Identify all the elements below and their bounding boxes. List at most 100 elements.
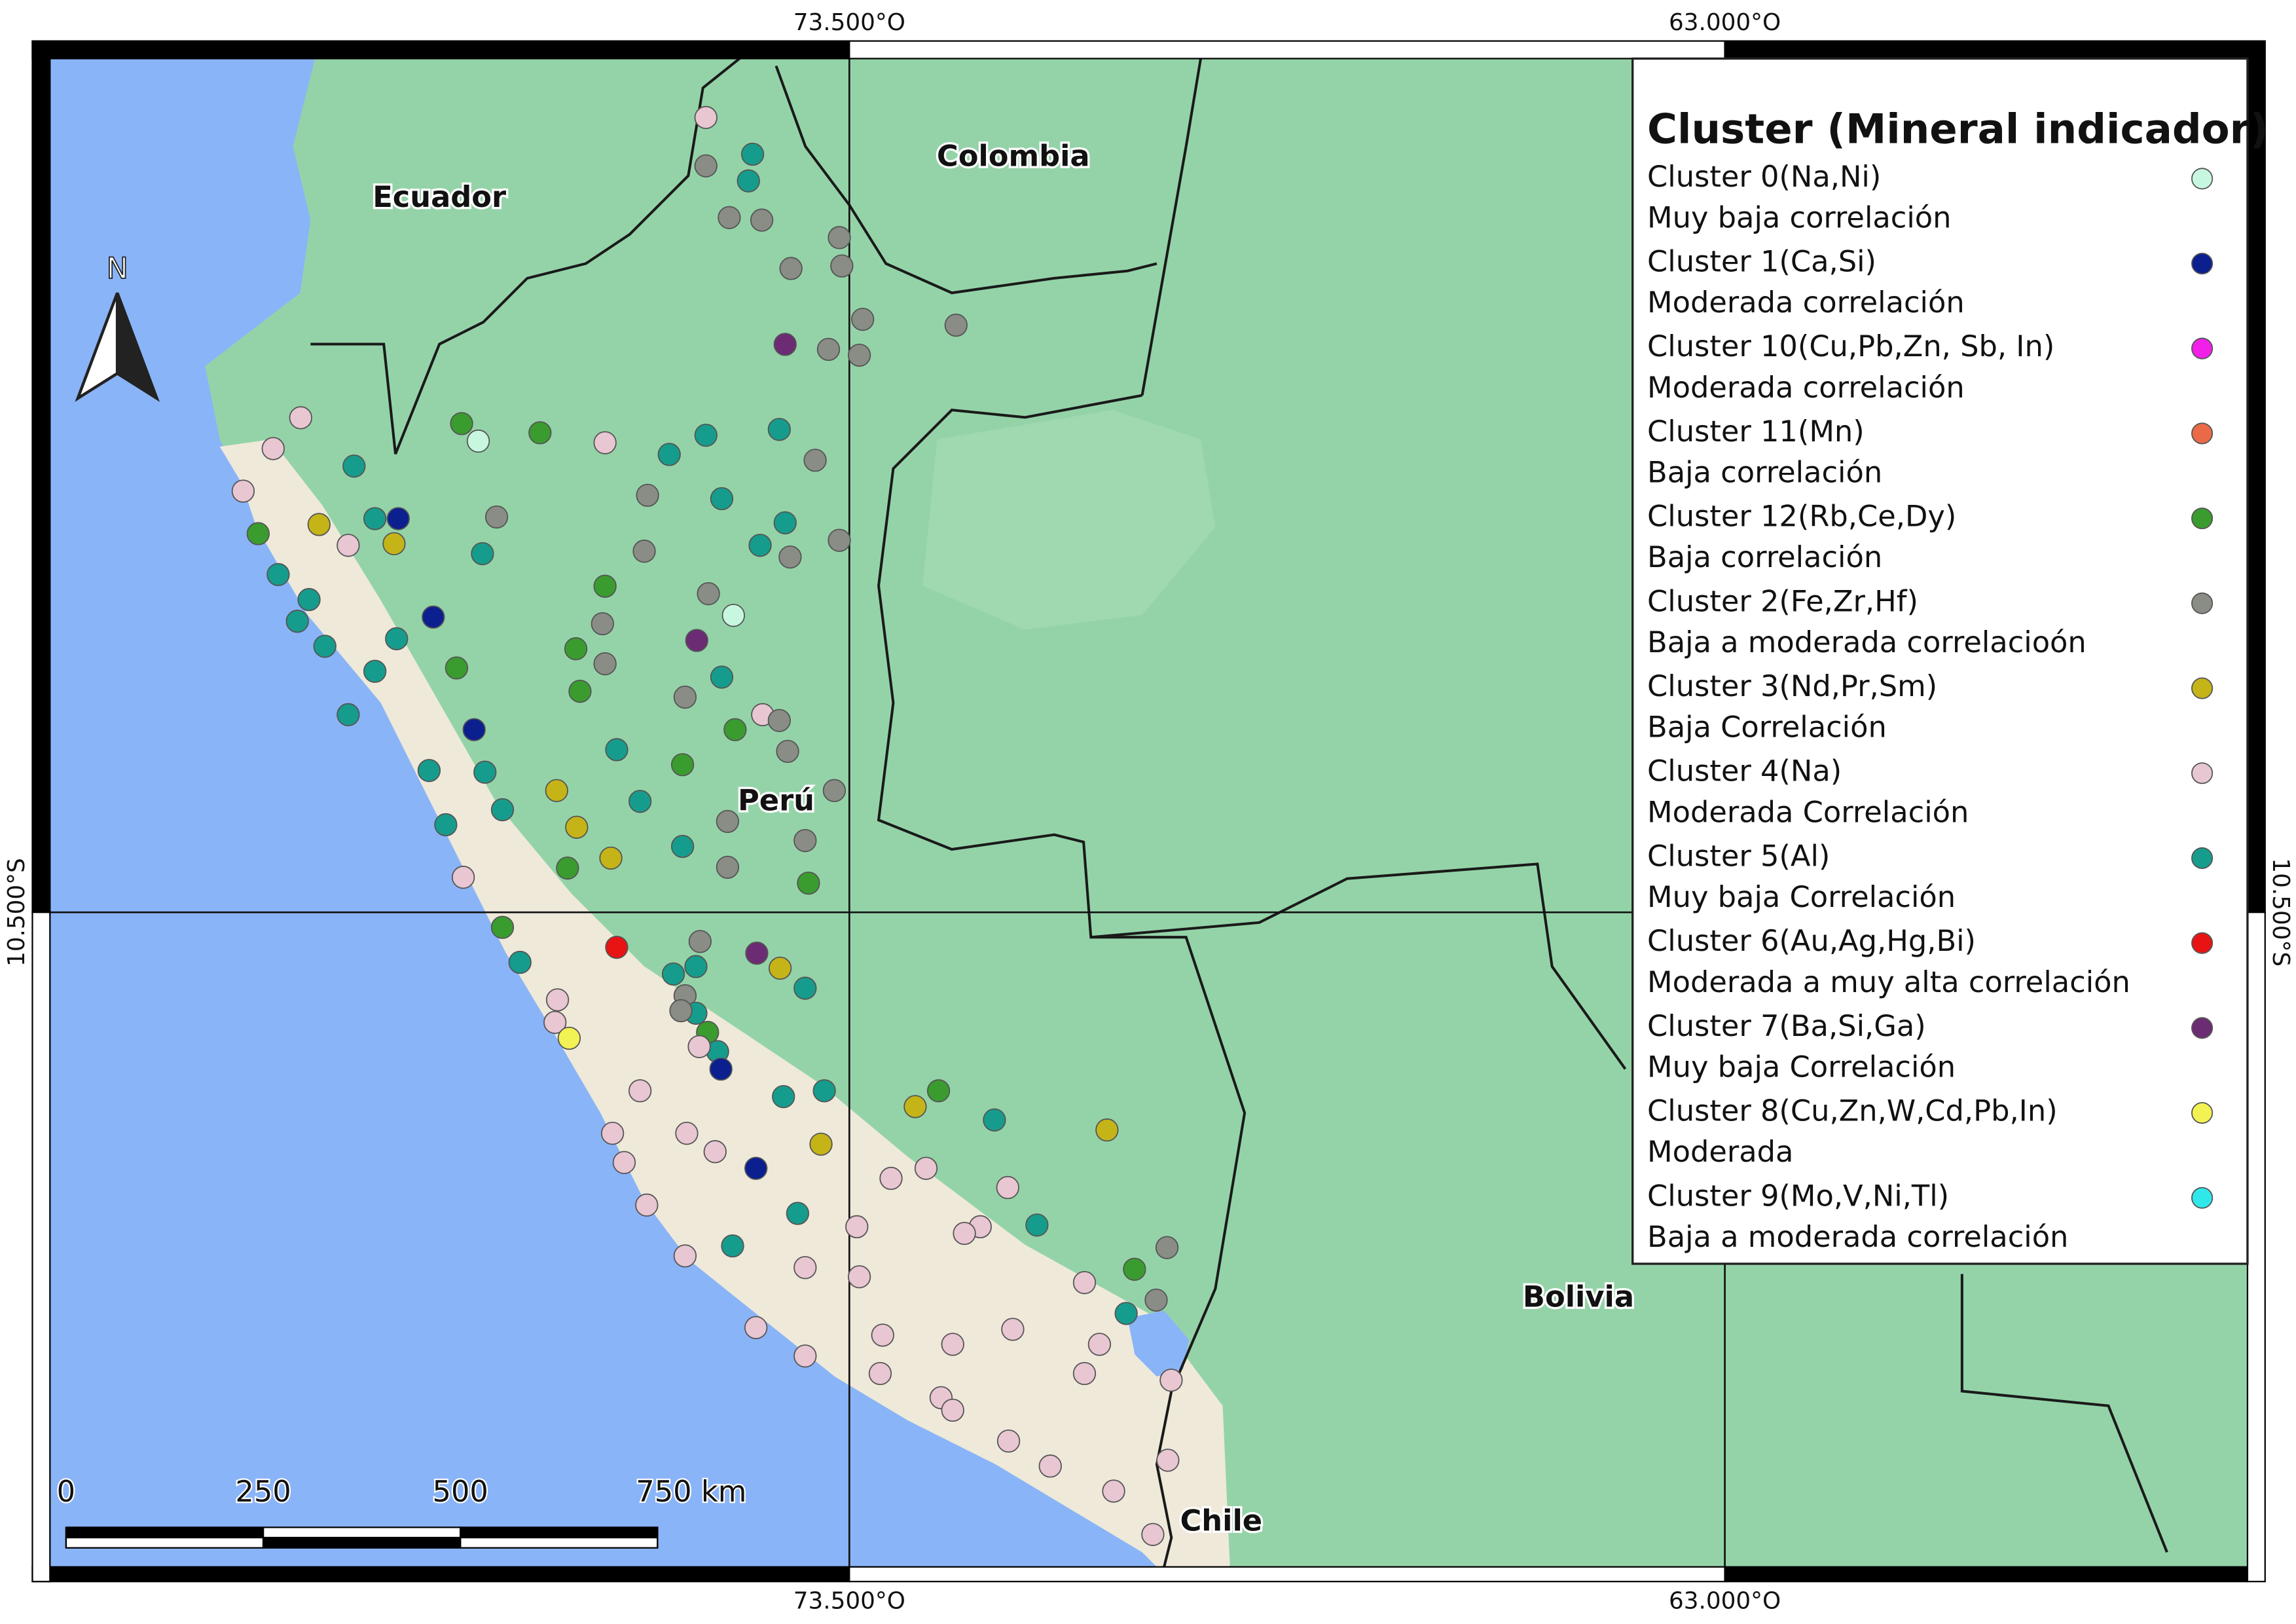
legend-swatch (2191, 337, 2214, 360)
legend-swatch (2191, 762, 2214, 784)
sample-point (661, 962, 685, 986)
frame (31, 40, 2266, 1583)
sample-point (750, 208, 774, 232)
legend-description: Muy baja correlación (1647, 200, 1951, 234)
legend-description: Baja a moderada correlacioón (1647, 625, 2086, 659)
sample-point (1095, 1118, 1119, 1142)
legend-label: Cluster 6(Au,Ag,Hg,Bi) (1647, 923, 1976, 958)
legend-swatch (2191, 507, 2214, 530)
sample-point (793, 1256, 817, 1280)
sample-point (941, 1333, 964, 1356)
sample-point (363, 507, 387, 530)
sample-point (685, 629, 708, 652)
legend-swatch (2191, 1102, 2214, 1124)
sample-point (737, 169, 760, 193)
frame-bar (1724, 40, 2249, 60)
sample-point (557, 1026, 581, 1050)
sample-point (600, 1122, 625, 1145)
sample-point (231, 479, 255, 503)
sample-point (545, 779, 568, 802)
frame-bar (848, 40, 1726, 60)
sample-point (744, 1316, 768, 1340)
sample-point (1038, 1454, 1062, 1478)
sample-point (1072, 1361, 1097, 1386)
sample-point (828, 528, 851, 552)
sample-point (670, 753, 695, 777)
sample-point (941, 1398, 964, 1422)
legend-label: Cluster 7(Ba,Si,Ga) (1647, 1008, 1926, 1043)
sample-point (776, 739, 799, 764)
sample-point (568, 680, 592, 703)
scale-label: 0 (57, 1474, 75, 1509)
sample-point (363, 659, 387, 683)
border (1140, 146, 1188, 396)
sample-point (337, 534, 360, 557)
sample-point (847, 343, 871, 367)
legend-label: Cluster 9(Mo,V,Ni,Tl) (1647, 1178, 1949, 1213)
country-label: Perú (738, 783, 814, 817)
graticule-label: 73.500°O (793, 9, 905, 36)
frame-bar (848, 1566, 1726, 1583)
sample-point (793, 976, 817, 1000)
sample-point (565, 815, 589, 839)
sample-point (297, 587, 321, 612)
sample-point (851, 307, 875, 331)
sample-point (673, 1244, 697, 1268)
border (1960, 1274, 2168, 1553)
sample-point (721, 1234, 744, 1258)
sample-point (1001, 1318, 1025, 1341)
sample-point (473, 760, 497, 784)
sample-point (450, 412, 473, 435)
graticule-label: 63.000°O (1669, 9, 1781, 36)
sample-point (697, 582, 720, 606)
legend-description: Moderada correlación (1647, 370, 1965, 405)
sample-point (1159, 1369, 1183, 1392)
legend-swatch (2191, 1017, 2214, 1039)
sample-point (635, 1193, 659, 1217)
sample-point (632, 540, 656, 563)
legend-description: Baja a moderada correlación (1647, 1219, 2068, 1254)
legend-swatch (2191, 932, 2214, 954)
sample-point (1025, 1213, 1049, 1237)
frame-bar (2246, 40, 2266, 913)
scale-label: 500 (433, 1474, 488, 1509)
sample-point (793, 828, 817, 853)
border (774, 65, 1157, 295)
legend-swatch (2191, 677, 2214, 699)
legend-label: Cluster 4(Na) (1647, 754, 1842, 788)
sample-point (816, 337, 841, 361)
sample-point (812, 1079, 836, 1103)
legend-swatch (2191, 592, 2214, 614)
country-label: Bolivia (1523, 1280, 1634, 1314)
legend-swatch (2191, 847, 2214, 869)
legend-swatch (2191, 168, 2214, 190)
sample-point (723, 718, 747, 741)
sample-point (289, 406, 312, 430)
sample-point (337, 703, 360, 727)
sample-point (451, 866, 475, 889)
scale-segment (262, 1526, 462, 1539)
legend-description: Baja Correlación (1647, 710, 1887, 745)
sample-point (868, 1361, 892, 1386)
frame-bar (31, 40, 850, 60)
legend-swatch (2191, 1187, 2214, 1209)
legend-description: Muy baja Correlación (1647, 1049, 1956, 1084)
sample-point (694, 105, 718, 130)
legend-label: Cluster 0(Na,Ni) (1647, 159, 1881, 194)
sample-point (386, 507, 410, 530)
lake-titicaca (1127, 1310, 1190, 1377)
legend-description: Moderada a muy alta correlación (1647, 965, 2130, 999)
legend-description: Baja correlación (1647, 455, 1882, 490)
sample-point (261, 437, 285, 460)
sample-point (793, 1344, 817, 1368)
sample-point (745, 941, 769, 965)
borders (310, 57, 2168, 1568)
sample-point (914, 1156, 938, 1180)
sample-point (740, 142, 765, 166)
sample-point (564, 637, 588, 661)
country-label: Ecuador (373, 179, 506, 214)
north-label: N (106, 251, 128, 286)
sample-point (694, 424, 718, 447)
country-label: Colombia (937, 139, 1090, 174)
